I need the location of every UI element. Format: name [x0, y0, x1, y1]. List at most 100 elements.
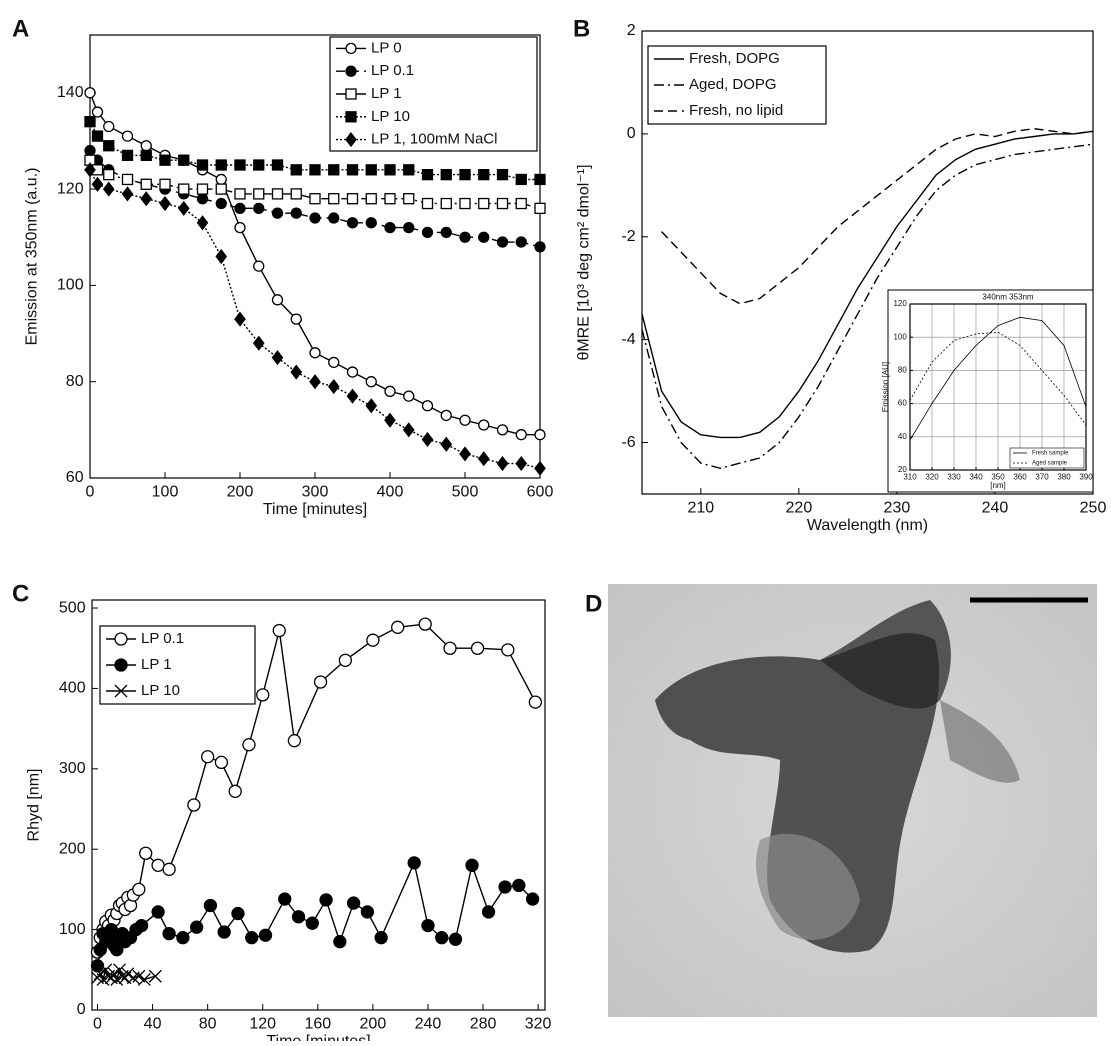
marker	[512, 878, 526, 893]
x-tick-label: 340	[969, 472, 983, 481]
marker	[440, 226, 452, 239]
marker	[187, 798, 201, 812]
marker	[534, 241, 546, 253]
marker	[481, 905, 496, 919]
marker	[272, 623, 286, 638]
marker	[515, 197, 527, 210]
marker	[391, 620, 405, 634]
marker	[103, 168, 115, 181]
marker	[528, 695, 543, 709]
panel-label: C	[12, 580, 29, 607]
y-axis-label: Rhyd [nm]	[26, 769, 43, 842]
legend-label: LP 10	[141, 682, 180, 699]
marker	[365, 398, 378, 414]
marker	[465, 858, 479, 872]
marker	[234, 221, 246, 234]
marker	[291, 910, 306, 924]
marker	[113, 963, 126, 977]
marker	[121, 186, 134, 202]
marker	[459, 168, 471, 181]
marker	[287, 734, 302, 748]
marker	[271, 294, 284, 306]
marker	[178, 183, 190, 195]
marker	[278, 892, 292, 906]
marker	[440, 409, 452, 422]
marker	[234, 159, 246, 171]
y-tick-label: 20	[898, 465, 907, 474]
marker	[91, 106, 104, 118]
marker	[148, 969, 162, 983]
x-tick-label: 0	[86, 484, 95, 501]
legend-label: LP 10	[371, 108, 410, 125]
marker	[443, 641, 457, 655]
marker	[121, 967, 135, 981]
marker	[137, 972, 151, 986]
aggregate	[655, 633, 940, 953]
marker	[256, 688, 270, 702]
marker	[162, 862, 176, 876]
marker	[215, 248, 228, 265]
marker	[215, 197, 227, 210]
marker	[515, 455, 528, 472]
marker	[103, 120, 115, 133]
legend-label: LP 1	[371, 85, 402, 102]
marker	[403, 193, 415, 205]
y-tick-label: 100	[893, 332, 907, 341]
chart-title: 340nm 353nm	[982, 293, 1033, 302]
chart: 0 40 80 120 160 200 240 280 320 0 100 200 300 400 500 T…	[12, 580, 552, 1046]
marker	[242, 738, 256, 752]
y-axis-label: θMRE [10³ deg cm² dmol⁻¹]	[576, 164, 593, 360]
aggregate-core	[820, 600, 951, 709]
marker	[328, 193, 340, 205]
marker	[496, 168, 509, 181]
y-tick-label: 400	[59, 680, 86, 697]
marker	[459, 446, 471, 462]
marker	[402, 422, 415, 438]
marker	[189, 920, 204, 934]
marker	[365, 217, 377, 229]
marker	[132, 882, 146, 897]
legend-label: Fresh sample	[1032, 451, 1069, 457]
marker	[328, 356, 340, 369]
marker	[290, 313, 302, 325]
marker	[234, 311, 246, 327]
marker	[271, 159, 284, 171]
marker	[196, 159, 209, 171]
marker	[178, 154, 190, 166]
x-tick-label: 210	[687, 500, 714, 517]
x-tick-label: 310	[903, 472, 917, 481]
marker	[214, 755, 229, 770]
marker	[338, 653, 352, 667]
x-tick-label: 390	[1079, 472, 1093, 481]
marker	[134, 918, 149, 933]
x-tick-label: 40	[144, 1016, 162, 1033]
marker	[271, 188, 284, 200]
chart: 310 320 330 340 350 360 370 380 390 20 40 60 80 100 12…	[881, 289, 1094, 493]
marker	[496, 455, 509, 472]
x-tick-label: 240	[415, 1016, 442, 1033]
marker	[327, 378, 340, 395]
marker	[366, 633, 380, 647]
marker	[245, 930, 259, 945]
marker	[346, 896, 361, 910]
legend-label: LP 1	[141, 656, 172, 673]
marker	[421, 400, 434, 412]
marker	[534, 173, 546, 186]
marker	[313, 675, 328, 689]
marker	[234, 202, 246, 214]
x-tick-label: 230	[884, 500, 911, 517]
x-tick-label: 600	[527, 484, 554, 501]
x-tick-label: 200	[227, 484, 254, 501]
legend-label: LP 0.1	[371, 62, 414, 79]
aggregate-fibrils	[756, 833, 860, 940]
y-tick-label: 60	[66, 469, 84, 486]
y-tick-label: 500	[59, 599, 86, 616]
marker	[478, 197, 490, 210]
marker	[459, 231, 471, 243]
marker	[421, 197, 434, 210]
marker	[496, 236, 509, 248]
marker	[84, 116, 96, 128]
marker	[215, 183, 227, 195]
x-axis-label: Time [minutes]	[263, 501, 367, 518]
